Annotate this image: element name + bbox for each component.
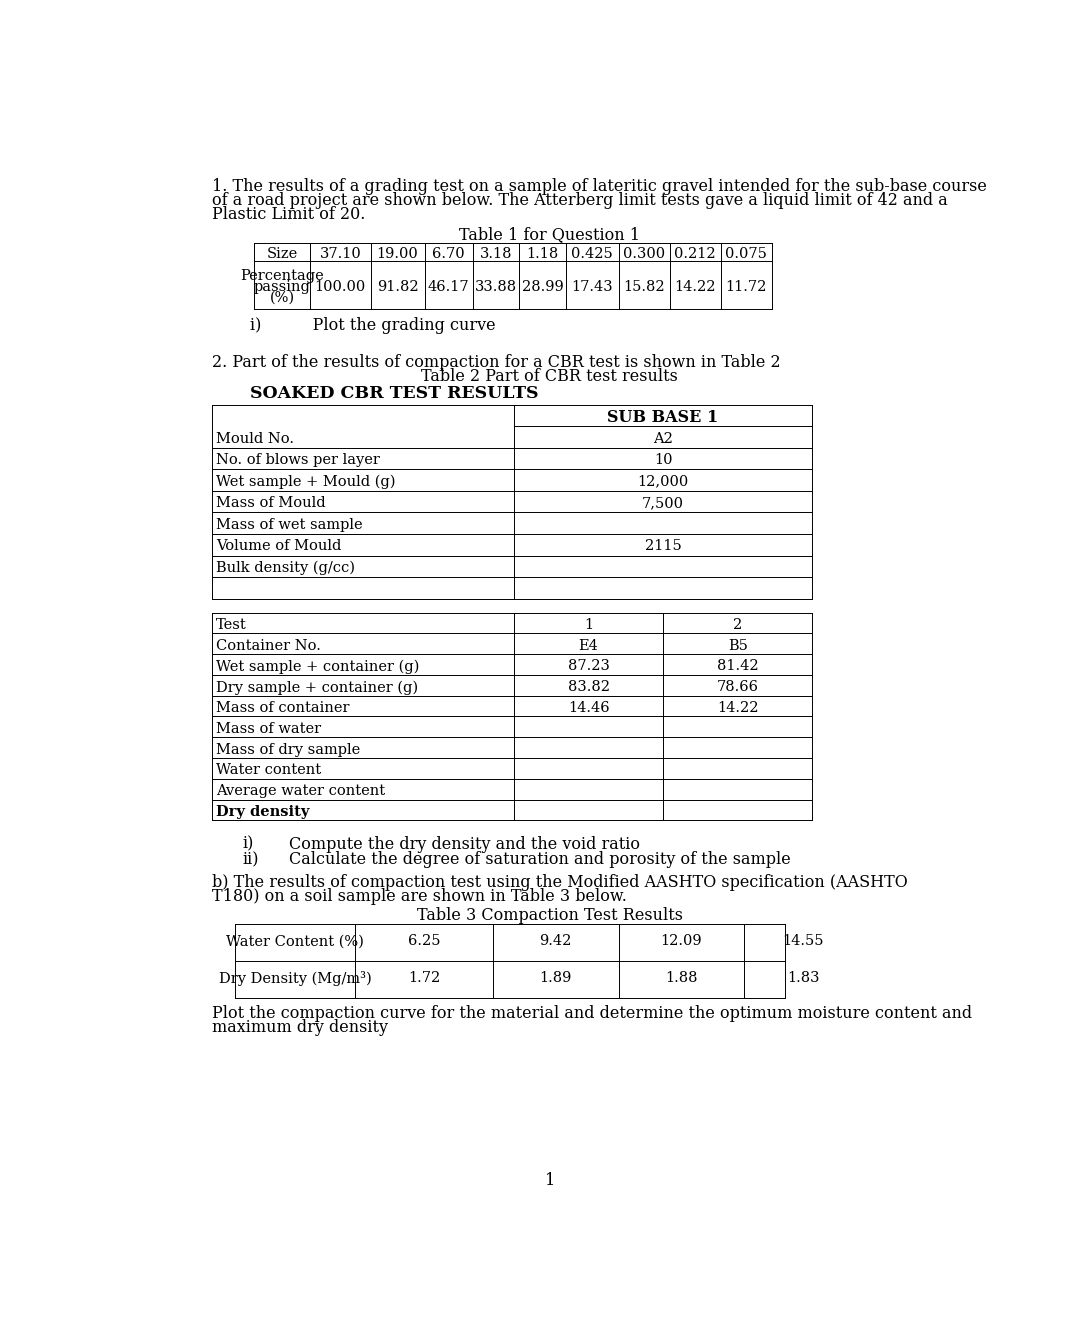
- Text: 6.25: 6.25: [408, 934, 440, 949]
- Text: Test: Test: [217, 618, 247, 632]
- Text: 1.72: 1.72: [408, 972, 440, 985]
- Text: E4: E4: [578, 638, 599, 653]
- Text: 0.425: 0.425: [571, 247, 613, 261]
- Text: 83.82: 83.82: [568, 680, 609, 695]
- Text: 14.46: 14.46: [568, 702, 609, 715]
- Text: Dry Density (Mg/m³): Dry Density (Mg/m³): [219, 972, 371, 986]
- Text: Table 3 Compaction Test Results: Table 3 Compaction Test Results: [417, 907, 682, 923]
- Text: 1: 1: [545, 1172, 555, 1188]
- Text: Mass of Mould: Mass of Mould: [217, 496, 326, 511]
- Text: 1.89: 1.89: [540, 972, 572, 985]
- Text: B5: B5: [727, 638, 748, 653]
- Text: Mould No.: Mould No.: [217, 431, 294, 446]
- Text: 19.00: 19.00: [377, 247, 418, 261]
- Text: T180) on a soil sample are shown in Table 3 below.: T180) on a soil sample are shown in Tabl…: [211, 888, 627, 905]
- Text: Compute the dry density and the void ratio: Compute the dry density and the void rat…: [289, 836, 641, 853]
- Text: passing: passing: [253, 280, 310, 294]
- Text: Wet sample + container (g): Wet sample + container (g): [217, 660, 420, 673]
- Text: Volume of Mould: Volume of Mould: [217, 539, 341, 554]
- Text: A2: A2: [653, 431, 673, 446]
- Text: 12,000: 12,000: [637, 474, 689, 489]
- Text: Bulk density (g/cc): Bulk density (g/cc): [217, 560, 355, 575]
- Text: 11.72: 11.72: [725, 280, 767, 294]
- Text: 33.88: 33.88: [475, 280, 517, 294]
- Text: Dry density: Dry density: [217, 805, 310, 818]
- Text: 1.88: 1.88: [665, 972, 697, 985]
- Text: of a road project are shown below. The Atterberg limit tests gave a liquid limit: of a road project are shown below. The A…: [211, 192, 947, 210]
- Text: Water Content (%): Water Content (%): [226, 934, 364, 949]
- Text: Average water content: Average water content: [217, 784, 385, 798]
- Text: Dry sample + container (g): Dry sample + container (g): [217, 680, 418, 695]
- Text: 3.18: 3.18: [480, 247, 512, 261]
- Text: No. of blows per layer: No. of blows per layer: [217, 453, 380, 468]
- Text: Calculate the degree of saturation and porosity of the sample: Calculate the degree of saturation and p…: [289, 851, 791, 868]
- Text: 2: 2: [733, 618, 743, 632]
- Text: Mass of container: Mass of container: [217, 702, 350, 715]
- Text: 1.18: 1.18: [527, 247, 559, 261]
- Text: 1.83: 1.83: [788, 972, 820, 985]
- Text: 14.22: 14.22: [717, 702, 759, 715]
- Text: 37.10: 37.10: [320, 247, 362, 261]
- Text: Wet sample + Mould (g): Wet sample + Mould (g): [217, 474, 396, 489]
- Text: 14.55: 14.55: [782, 934, 824, 949]
- Text: Mass of water: Mass of water: [217, 722, 322, 737]
- Text: SUB BASE 1: SUB BASE 1: [607, 409, 719, 426]
- Text: Plastic Limit of 20.: Plastic Limit of 20.: [211, 206, 365, 223]
- Text: ii): ii): [242, 851, 259, 868]
- Text: SOAKED CBR TEST RESULTS: SOAKED CBR TEST RESULTS: [250, 384, 539, 402]
- Text: 6.70: 6.70: [432, 247, 465, 261]
- Text: i): i): [242, 836, 254, 853]
- Text: Percentage: Percentage: [240, 269, 324, 284]
- Text: 9.42: 9.42: [540, 934, 572, 949]
- Text: Container No.: Container No.: [217, 638, 321, 653]
- Text: Mass of wet sample: Mass of wet sample: [217, 517, 363, 532]
- Text: 91.82: 91.82: [377, 280, 418, 294]
- Text: Mass of dry sample: Mass of dry sample: [217, 743, 361, 757]
- Text: Size: Size: [266, 247, 298, 261]
- Text: Water content: Water content: [217, 763, 322, 777]
- Text: Table 1 for Question 1: Table 1 for Question 1: [459, 226, 641, 243]
- Text: 81.42: 81.42: [717, 660, 759, 673]
- Text: 87.23: 87.23: [568, 660, 609, 673]
- Text: 0.212: 0.212: [675, 247, 716, 261]
- Text: b) The results of compaction test using the Modified AASHTO specification (AASHT: b) The results of compaction test using …: [211, 875, 908, 891]
- Text: 17.43: 17.43: [571, 280, 613, 294]
- Text: Plot the compaction curve for the material and determine the optimum moisture co: Plot the compaction curve for the materi…: [211, 1005, 972, 1023]
- Text: 0.075: 0.075: [725, 247, 767, 261]
- Text: 2. Part of the results of compaction for a CBR test is shown in Table 2: 2. Part of the results of compaction for…: [211, 353, 780, 371]
- Text: 10: 10: [653, 453, 673, 468]
- Text: 15.82: 15.82: [623, 280, 665, 294]
- Text: 2115: 2115: [645, 539, 681, 554]
- Text: 46.17: 46.17: [428, 280, 470, 294]
- Text: 14.22: 14.22: [675, 280, 716, 294]
- Text: 1: 1: [584, 618, 593, 632]
- Text: i)          Plot the grading curve: i) Plot the grading curve: [250, 317, 496, 333]
- Text: 28.99: 28.99: [521, 280, 563, 294]
- Text: 12.09: 12.09: [661, 934, 702, 949]
- Text: Table 2 Part of CBR test results: Table 2 Part of CBR test results: [422, 368, 678, 384]
- Text: (%): (%): [269, 290, 295, 305]
- Text: maximum dry density: maximum dry density: [211, 1019, 387, 1036]
- Text: 0.300: 0.300: [623, 247, 665, 261]
- Text: 1. The results of a grading test on a sample of lateritic gravel intended for th: 1. The results of a grading test on a sa…: [211, 179, 986, 195]
- Text: 78.66: 78.66: [717, 680, 759, 695]
- Text: 100.00: 100.00: [314, 280, 366, 294]
- Text: 7,500: 7,500: [642, 496, 685, 511]
